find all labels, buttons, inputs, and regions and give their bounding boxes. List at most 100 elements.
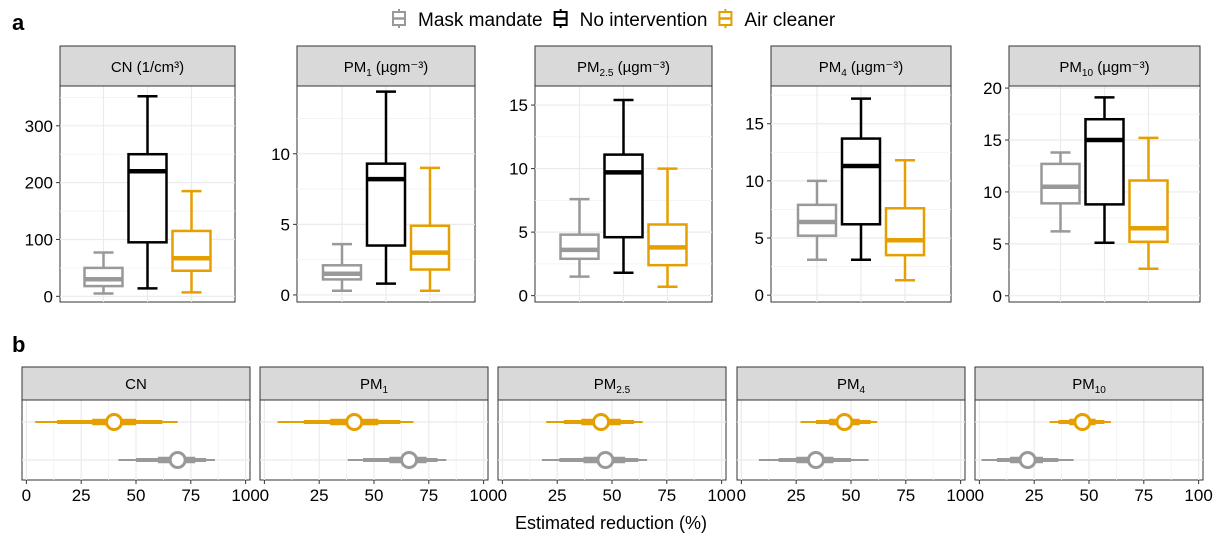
facet-strip-label-sub: 4 bbox=[841, 68, 847, 79]
y-tick-label: 300 bbox=[25, 117, 53, 136]
x-tick-label: 75 bbox=[1134, 486, 1153, 505]
legend-item-no-intervention: No intervention bbox=[553, 9, 708, 31]
x-tick-label: 50 bbox=[603, 486, 622, 505]
facet-strip bbox=[736, 366, 966, 401]
estimate-mask-mandate bbox=[758, 451, 869, 469]
box-mask-mandate bbox=[321, 242, 363, 292]
x-tick-label: 75 bbox=[657, 486, 676, 505]
point-estimate bbox=[105, 413, 124, 431]
y-tick-label: 15 bbox=[983, 131, 1002, 150]
facet-strip bbox=[974, 366, 1204, 401]
x-tick-label: 0 bbox=[737, 486, 746, 505]
facet-strip-label-unit: (µgm⁻³) bbox=[613, 59, 670, 76]
facet-strip-label: PM4 (µgm⁻³) bbox=[819, 59, 904, 79]
legend: Mask mandate No intervention Air cleaner bbox=[392, 9, 836, 31]
facet-strip bbox=[497, 366, 727, 401]
x-tick-label: 75 bbox=[181, 486, 200, 505]
facet-strip bbox=[770, 45, 952, 87]
estimate-mask-mandate bbox=[118, 451, 215, 469]
estimate-air-cleaner bbox=[546, 413, 643, 431]
facet-strip-label-main: PM bbox=[837, 376, 860, 393]
point-estimate bbox=[806, 451, 825, 469]
point-estimate bbox=[345, 413, 364, 431]
facet-a-3: 0 5 10 15 PM2.5 (µgm⁻³) bbox=[509, 45, 713, 306]
facet-strip-label: PM2.5 bbox=[594, 376, 631, 396]
facet-strip bbox=[296, 45, 476, 87]
facet-strip-label-main: PM bbox=[1072, 376, 1095, 393]
box-no-intervention bbox=[127, 94, 168, 290]
facet-a-1: 0 100 200 300 CN (1/cm³) bbox=[25, 45, 236, 306]
estimate-air-cleaner bbox=[1049, 413, 1111, 431]
facet-strip-label: PM1 bbox=[360, 376, 389, 396]
x-tick-label: 0 bbox=[260, 486, 269, 505]
facet-strip-label: CN (1/cm³) bbox=[111, 59, 184, 76]
facet-strip bbox=[1008, 45, 1201, 87]
estimate-mask-mandate bbox=[541, 451, 648, 469]
box-no-intervention bbox=[840, 97, 882, 261]
y-tick-label: 10 bbox=[509, 160, 528, 179]
box-air-cleaner bbox=[1128, 136, 1169, 271]
facet-strip-label-unit: (1/cm³) bbox=[133, 59, 185, 76]
box-iqr bbox=[1128, 179, 1169, 244]
panel-label-b: b bbox=[12, 332, 25, 357]
y-tick-label: 5 bbox=[281, 215, 290, 234]
point-estimate bbox=[1073, 413, 1092, 431]
box-no-intervention bbox=[365, 90, 407, 285]
point-estimate bbox=[835, 413, 854, 431]
facet-strip bbox=[59, 45, 236, 87]
box-iqr bbox=[127, 152, 168, 244]
facet-strip-label-main: PM bbox=[360, 376, 383, 393]
facet-strip-label-main: CN bbox=[125, 376, 147, 393]
x-tick-label: 100 bbox=[707, 486, 735, 505]
facet-strip-label-sub: 2.5 bbox=[600, 68, 614, 79]
legend-item-mask-mandate: Mask mandate bbox=[392, 9, 543, 31]
legend-label: Mask mandate bbox=[418, 10, 543, 31]
y-tick-label: 0 bbox=[519, 287, 528, 306]
x-tick-label: 100 bbox=[946, 486, 974, 505]
box-iqr bbox=[647, 223, 688, 267]
facet-strip-label-main: CN bbox=[111, 59, 133, 76]
facet-strip-label-unit: (µgm⁻³) bbox=[372, 59, 429, 76]
box-air-cleaner bbox=[647, 167, 688, 289]
y-tick-label: 0 bbox=[281, 286, 290, 305]
x-tick-label: 0 bbox=[975, 486, 984, 505]
box-no-intervention bbox=[1084, 96, 1125, 245]
box-iqr bbox=[1084, 117, 1125, 206]
panel-label-a: a bbox=[12, 10, 25, 35]
box-mask-mandate bbox=[796, 179, 838, 261]
facet-strip bbox=[534, 45, 713, 87]
x-tick-label: 100 bbox=[1184, 486, 1212, 505]
estimate-air-cleaner bbox=[277, 413, 414, 431]
x-tick-label: 50 bbox=[842, 486, 861, 505]
x-tick-label: 0 bbox=[22, 486, 31, 505]
point-estimate bbox=[596, 451, 615, 469]
box-iqr bbox=[171, 229, 212, 272]
box-air-cleaner bbox=[409, 166, 451, 292]
y-tick-label: 0 bbox=[44, 287, 53, 306]
legend-label: No intervention bbox=[580, 10, 708, 31]
facet-strip-label-main: PM bbox=[594, 376, 617, 393]
facet-strip-label: PM10 bbox=[1072, 376, 1106, 396]
facet-strip-label-main: PM bbox=[819, 59, 842, 76]
box-mask-mandate bbox=[559, 197, 600, 278]
facet-strip-label-unit: (µgm⁻³) bbox=[847, 59, 904, 76]
y-tick-label: 5 bbox=[519, 223, 528, 242]
facet-b-5: 0 25 50 75 100 PM10 bbox=[974, 366, 1213, 505]
x-tick-label: 100 bbox=[231, 486, 259, 505]
box-iqr bbox=[1040, 162, 1081, 205]
x-tick-label: 0 bbox=[498, 486, 507, 505]
facet-strip bbox=[259, 366, 489, 401]
facet-strip-label-main: PM bbox=[344, 59, 367, 76]
facet-strip-label: PM2.5 (µgm⁻³) bbox=[577, 59, 670, 79]
box-iqr bbox=[559, 233, 600, 261]
facet-strip-label-main: PM bbox=[1059, 59, 1082, 76]
x-tick-label: 50 bbox=[365, 486, 384, 505]
facet-b-3: 0 25 50 75 100 PM2.5 bbox=[497, 366, 736, 505]
estimate-air-cleaner bbox=[800, 413, 878, 431]
y-tick-label: 15 bbox=[509, 96, 528, 115]
x-tick-label: 50 bbox=[127, 486, 146, 505]
box-iqr bbox=[409, 224, 451, 271]
box-no-intervention bbox=[603, 98, 644, 275]
x-axis-label: Estimated reduction (%) bbox=[515, 513, 707, 533]
